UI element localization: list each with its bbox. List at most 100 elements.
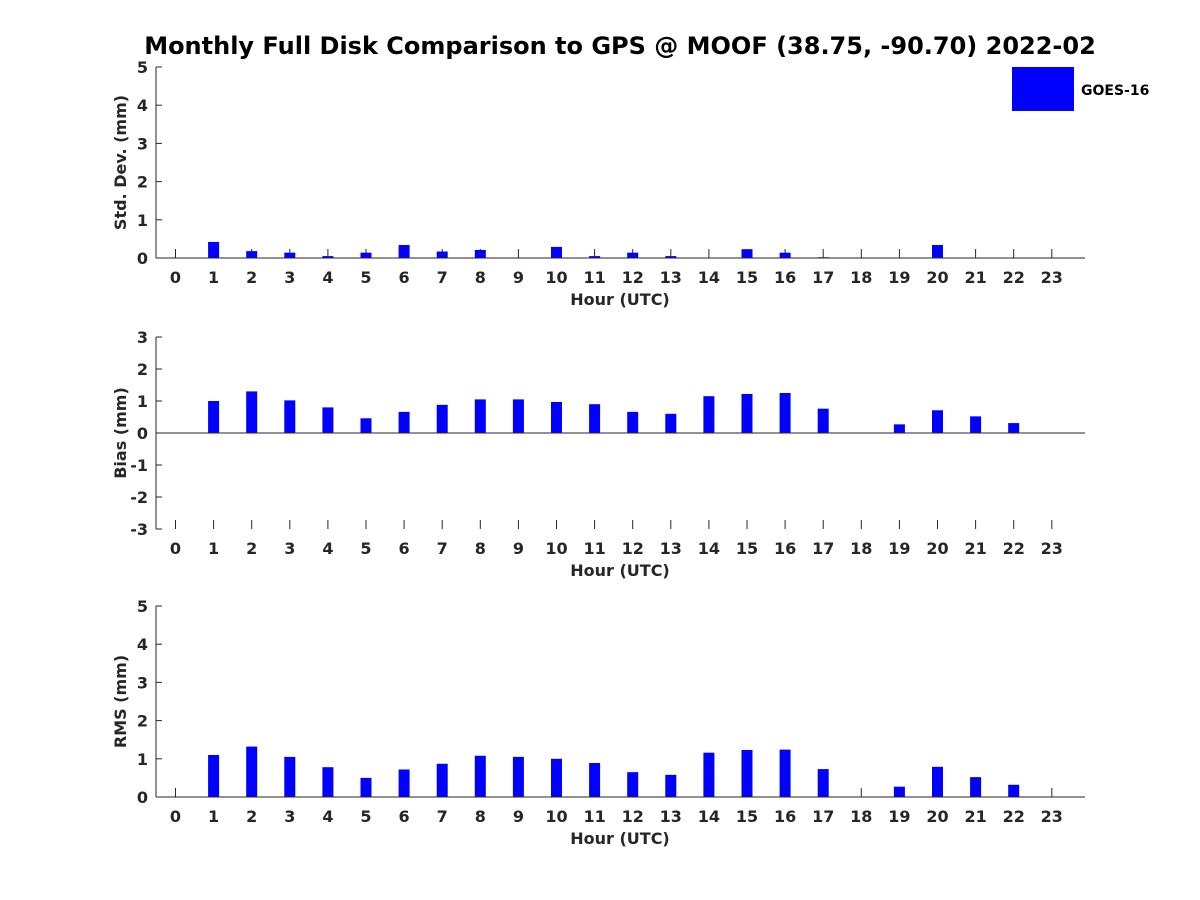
rms-bar	[665, 774, 677, 797]
bias-x-tick-label: 20	[926, 539, 948, 558]
bias-x-tick-label: 6	[399, 539, 410, 558]
bias-bar	[246, 391, 258, 433]
rms-x-tick-label: 3	[284, 807, 295, 826]
bias-bar	[817, 408, 829, 433]
bias-y-tick-label: 3	[137, 328, 148, 347]
rms-x-tick-label: 11	[583, 807, 605, 826]
rms-y-tick-label: 2	[137, 712, 148, 731]
rms-x-tick-label: 10	[545, 807, 567, 826]
bias-bar	[970, 416, 982, 433]
stddev-bar	[360, 252, 372, 258]
rms-x-tick-label: 17	[812, 807, 834, 826]
bias-x-axis-label: Hour (UTC)	[570, 561, 670, 580]
bias-bar	[665, 413, 677, 433]
bias-bar	[322, 407, 334, 433]
stddev-bar	[322, 256, 334, 258]
bias-x-tick-label: 15	[736, 539, 758, 558]
bias-x-tick-label: 22	[1003, 539, 1025, 558]
rms-x-axis-label: Hour (UTC)	[570, 829, 670, 848]
rms-x-tick-label: 18	[850, 807, 872, 826]
bias-x-tick-label: 1	[208, 539, 219, 558]
bias-x-tick-label: 8	[475, 539, 486, 558]
rms-bar	[398, 769, 410, 797]
stddev-x-tick-label: 5	[360, 268, 371, 287]
rms-bar	[436, 763, 448, 797]
stddev-x-tick-label: 6	[399, 268, 410, 287]
stddev-bar	[284, 252, 296, 258]
chart-title: Monthly Full Disk Comparison to GPS @ MO…	[144, 32, 1096, 60]
stddev-x-tick-label: 20	[926, 268, 948, 287]
bias-x-tick-label: 3	[284, 539, 295, 558]
stddev-x-tick-label: 12	[622, 268, 644, 287]
bias-bar	[360, 418, 372, 433]
legend-label-goes16: GOES-16	[1081, 83, 1149, 99]
rms-bar	[322, 767, 334, 797]
bias-bar	[893, 424, 905, 433]
rms-x-tick-label: 14	[698, 807, 720, 826]
rms-x-tick-label: 23	[1041, 807, 1063, 826]
rms-y-tick-label: 3	[137, 673, 148, 692]
stddev-y-tick-label: 3	[137, 134, 148, 153]
rms-y-axis-label: RMS (mm)	[111, 655, 130, 748]
bias-bar	[474, 399, 486, 433]
stddev-x-tick-label: 19	[888, 268, 910, 287]
rms-bar	[589, 763, 601, 797]
rms-bar	[741, 750, 753, 797]
bias-x-tick-label: 7	[437, 539, 448, 558]
rms-x-tick-label: 16	[774, 807, 796, 826]
bias-x-tick-label: 21	[964, 539, 986, 558]
rms-bar	[703, 752, 715, 797]
bias-x-tick-label: 18	[850, 539, 872, 558]
stddev-bar	[589, 256, 601, 258]
rms-x-tick-label: 6	[399, 807, 410, 826]
stddev-bar	[779, 252, 791, 258]
stddev-y-tick-label: 2	[137, 173, 148, 192]
bias-x-tick-label: 11	[583, 539, 605, 558]
rms-bar	[932, 766, 943, 797]
rms-bar	[779, 749, 791, 797]
stddev-bar	[665, 256, 677, 258]
bias-bar	[741, 393, 753, 433]
stddev-bar	[932, 245, 943, 258]
rms-x-tick-label: 21	[964, 807, 986, 826]
bias-bar	[208, 401, 220, 433]
rms-x-tick-label: 0	[170, 807, 181, 826]
rms-bar	[284, 756, 296, 797]
stddev-x-tick-label: 0	[170, 268, 181, 287]
bias-x-tick-label: 4	[322, 539, 333, 558]
bias-y-axis-label: Bias (mm)	[111, 387, 130, 479]
bias-x-tick-label: 10	[545, 539, 567, 558]
rms-bar	[627, 772, 639, 797]
bias-bar	[932, 410, 943, 433]
bias-y-tick-label: 0	[137, 424, 148, 443]
stddev-bar	[741, 249, 753, 258]
rms-x-tick-label: 1	[208, 807, 219, 826]
stddev-bar	[627, 252, 639, 258]
stddev-x-tick-label: 8	[475, 268, 486, 287]
rms-y-tick-label: 1	[137, 750, 148, 769]
bias-x-tick-label: 0	[170, 539, 181, 558]
stddev-x-tick-label: 3	[284, 268, 295, 287]
stddev-y-tick-label: 1	[137, 211, 148, 230]
stddev-bar	[398, 245, 410, 258]
stddev-x-tick-label: 17	[812, 268, 834, 287]
stddev-x-tick-label: 15	[736, 268, 758, 287]
stddev-x-tick-label: 14	[698, 268, 720, 287]
rms-x-tick-label: 7	[437, 807, 448, 826]
rms-x-tick-label: 19	[888, 807, 910, 826]
rms-x-tick-label: 2	[246, 807, 257, 826]
stddev-bar	[474, 249, 486, 258]
stddev-bar	[246, 251, 258, 258]
bias-x-tick-label: 2	[246, 539, 257, 558]
stddev-x-tick-label: 9	[513, 268, 524, 287]
stddev-x-tick-label: 16	[774, 268, 796, 287]
bias-bar	[284, 400, 296, 433]
rms-y-tick-label: 5	[137, 597, 148, 616]
rms-bar	[474, 755, 486, 797]
bias-y-tick-label: -3	[130, 520, 148, 539]
legend-swatch-goes16	[1012, 67, 1074, 111]
stddev-x-tick-label: 7	[437, 268, 448, 287]
bias-y-tick-label: 1	[137, 392, 148, 411]
